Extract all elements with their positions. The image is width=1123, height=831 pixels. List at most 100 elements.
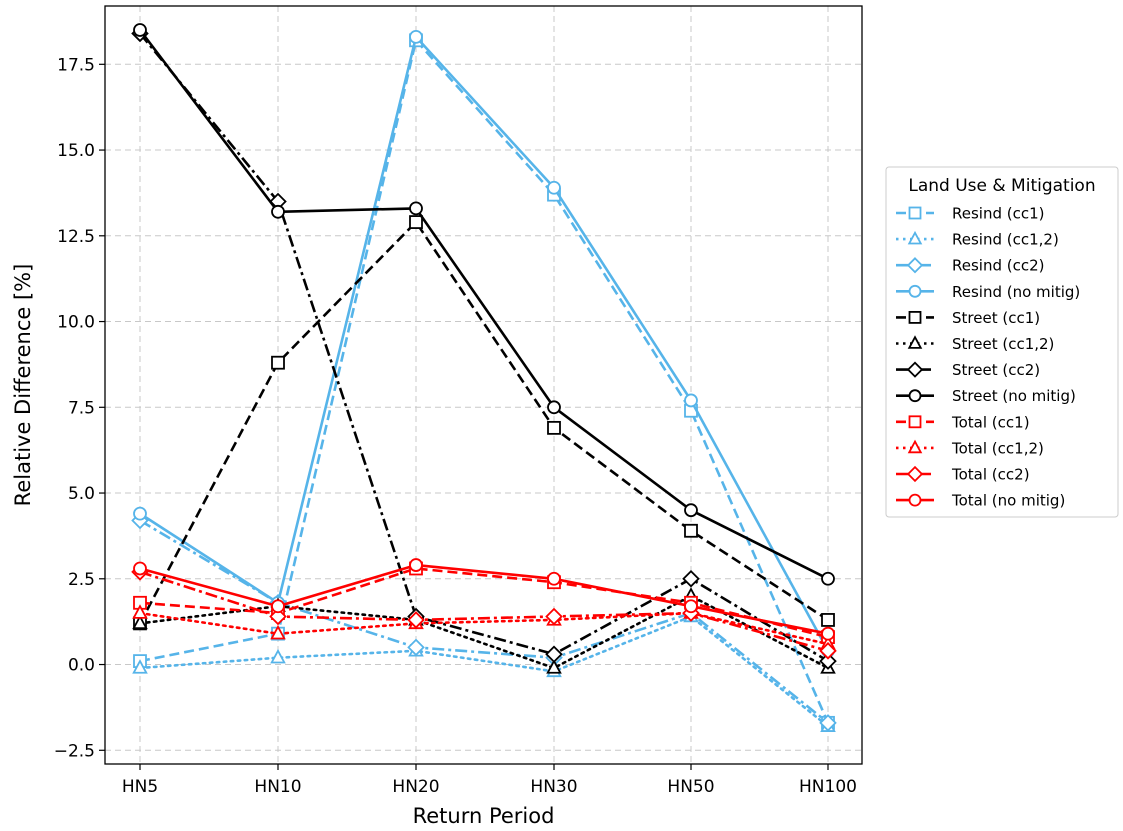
data-point — [684, 599, 698, 614]
series-3 — [133, 29, 835, 658]
data-point — [133, 506, 147, 521]
data-point — [409, 558, 423, 572]
series-line — [139, 570, 829, 653]
data-point — [821, 613, 835, 627]
x-tick-label: HN20 — [392, 777, 439, 797]
data-point — [819, 652, 837, 670]
data-point — [821, 571, 835, 586]
legend-label: Street (cc2) — [952, 361, 1040, 379]
legend-label: Resind (cc1,2) — [952, 231, 1059, 249]
series-line — [138, 615, 830, 728]
legend-frame — [885, 166, 1119, 518]
data-point — [682, 570, 700, 588]
legend-label: Street (cc1) — [952, 309, 1040, 327]
legend: Land Use & Mitigation Resind (cc1) Resind… — [885, 166, 1119, 518]
legend-item: Street (cc1,2) — [896, 335, 1054, 353]
data-point — [407, 611, 425, 629]
grid-lines — [105, 6, 862, 764]
legend-marker — [907, 335, 923, 349]
legend-label: Street (cc1,2) — [952, 335, 1054, 353]
series-4 — [133, 215, 835, 631]
legend-marker — [906, 465, 924, 483]
data-point — [547, 180, 561, 195]
data-point — [133, 23, 147, 37]
axes: HN5 HN10 HN20 HN30 HN50 HN100 −2.5 0.0 2.5 5.0 7.5… — [54, 55, 857, 797]
legend-label: Total (cc1) — [951, 413, 1030, 431]
series-line — [139, 567, 829, 639]
data-point — [545, 607, 563, 626]
x-axis-label: Return Period — [413, 804, 555, 828]
data-point — [547, 420, 561, 435]
legend-label: Total (no mitig) — [951, 492, 1065, 510]
series-line — [139, 38, 830, 724]
y-tick-label: 12.5 — [57, 227, 95, 247]
plot-area-frame — [104, 5, 863, 765]
data-point — [270, 624, 286, 640]
legend-marker — [908, 206, 922, 220]
data-point — [547, 400, 561, 415]
series-11 — [133, 558, 835, 641]
y-tick-label: 0.0 — [68, 656, 95, 676]
legend-marker — [906, 257, 924, 274]
legend-marker — [907, 439, 923, 454]
y-tick-label: 7.5 — [68, 398, 95, 418]
data-point — [821, 626, 835, 641]
legend-label: Resind (cc1) — [952, 205, 1045, 223]
legend-marker — [906, 361, 924, 378]
legend-marker — [908, 284, 922, 298]
data-point — [271, 355, 285, 370]
legend-label: Total (cc1,2) — [951, 439, 1044, 457]
legend-marker — [907, 230, 923, 245]
series-line — [138, 220, 829, 625]
legend-title: Land Use & Mitigation — [908, 176, 1095, 196]
data-point — [819, 642, 837, 660]
y-tick-label: 10.0 — [57, 313, 95, 333]
data-point — [819, 714, 837, 732]
data-point — [684, 523, 698, 538]
x-tick-label: HN50 — [667, 777, 714, 797]
x-tick-label: HN100 — [799, 777, 857, 797]
y-tick-label: 5.0 — [68, 484, 95, 504]
data-point — [271, 204, 285, 219]
data-point — [269, 607, 287, 626]
y-tick-label: 2.5 — [68, 570, 95, 590]
legend-label: Street (no mitig) — [952, 387, 1076, 405]
legend-item: Street (cc1) — [896, 309, 1040, 327]
series-line — [138, 32, 829, 663]
y-tick-label: 15.0 — [57, 141, 95, 161]
legend-item: Total (cc1) — [896, 413, 1030, 431]
data-point — [684, 503, 698, 518]
legend-item: Resind (no mitig) — [896, 283, 1080, 301]
data-point — [546, 659, 562, 674]
x-tick-label: HN10 — [254, 777, 301, 797]
x-tick-label: HN30 — [530, 777, 577, 797]
data-point — [132, 604, 148, 619]
data-point — [133, 561, 147, 576]
data-point — [409, 29, 423, 44]
series-lines — [131, 23, 837, 732]
legend-label: Resind (cc2) — [952, 257, 1045, 275]
legend-marker — [908, 389, 922, 403]
y-axis-label: Relative Difference [%] — [11, 264, 35, 507]
series-7 — [133, 23, 835, 586]
y-tick-label: 17.5 — [57, 55, 95, 75]
data-point — [132, 614, 148, 630]
data-point — [270, 648, 286, 664]
legend-item: Resind (cc2) — [896, 257, 1045, 275]
data-point — [132, 659, 148, 674]
data-point — [547, 571, 561, 586]
series-line — [139, 563, 829, 635]
legend-item: Total (no mitig) — [896, 492, 1065, 510]
x-tick-label: HN5 — [122, 777, 158, 797]
series-line — [138, 29, 829, 580]
data-point — [684, 393, 698, 408]
legend-marker — [908, 310, 922, 324]
series-line — [139, 35, 830, 652]
legend-label: Total (cc2) — [951, 466, 1030, 484]
legend-marker — [908, 415, 922, 429]
legend-item: Street (no mitig) — [896, 387, 1076, 405]
legend-item: Resind (cc1) — [896, 205, 1045, 223]
data-point — [409, 201, 423, 216]
y-tick-label: −2.5 — [54, 741, 95, 761]
data-point — [409, 215, 423, 229]
